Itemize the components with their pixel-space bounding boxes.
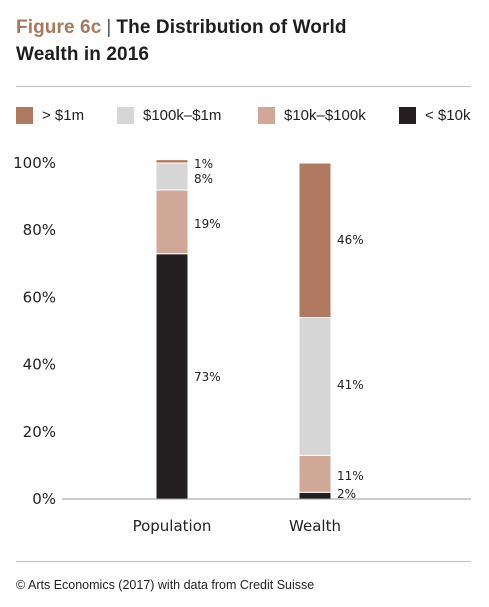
y-tick-label: 100% <box>13 154 56 172</box>
chart-title: Figure 6c | The Distribution of World Weal… <box>16 14 476 68</box>
bar-segment-wealth-1 <box>298 454 332 493</box>
bar-segment-wealth-2 <box>298 317 332 456</box>
y-tick-label: 0% <box>32 490 56 508</box>
bottom-divider <box>16 561 471 562</box>
legend-item-lt-10k: < $10k <box>399 104 470 126</box>
chart-legend: > $1m $100k–$1m $10k–$100k < $10k <box>16 104 476 126</box>
legend-item-10k-100k: $10k–$100k <box>258 104 366 126</box>
figure-label: Figure 6c <box>16 17 102 38</box>
data-label: 46% <box>337 233 364 247</box>
legend-swatch-gt-1m <box>16 106 33 124</box>
title-text-line-2: Wealth in 2016 <box>16 44 150 65</box>
title-separator: | <box>106 17 112 38</box>
legend-swatch-lt-10k <box>399 106 416 124</box>
stacked-bar-chart: 0% 20% 40% 60% 80% 100% 73% 19% 8%1% 2% 11% 41% 46% P… <box>13 154 471 535</box>
legend-label-gt-1m: > $1m <box>42 106 85 124</box>
legend-item-100k-1m: $100k–$1m <box>117 104 221 126</box>
legend-swatch-10k-100k <box>258 106 275 124</box>
y-tick-label: 20% <box>23 423 56 441</box>
data-label: 41% <box>337 378 364 392</box>
y-tick-label: 60% <box>23 288 56 306</box>
title-text-line-1: The Distribution of World <box>116 17 347 38</box>
data-label: 2% <box>337 487 356 501</box>
data-label: 11% <box>337 469 364 483</box>
data-label: 19% <box>194 217 221 231</box>
legend-swatch-100k-1m <box>117 106 134 124</box>
bar-segment-wealth-0 <box>298 491 332 500</box>
source-note: © Arts Economics (2017) with data from C… <box>16 578 315 592</box>
legend-label-lt-10k: < $10k <box>425 106 471 124</box>
legend-label-100k-1m: $100k–$1m <box>143 106 222 124</box>
bar-segment-population-0 <box>155 253 189 500</box>
x-category-label: Wealth <box>289 517 341 535</box>
y-tick-label: 80% <box>23 221 56 239</box>
data-label: 73% <box>194 370 221 384</box>
data-label: 1% <box>194 157 213 171</box>
title-line-1: Figure 6c | The Distribution of World <box>16 14 476 41</box>
bar-segment-population-2 <box>155 162 189 191</box>
bar-segment-population-3 <box>155 159 189 164</box>
legend-label-10k-100k: $10k–$100k <box>284 106 366 124</box>
x-category-label: Population <box>133 517 212 535</box>
data-label: 8% <box>194 172 213 186</box>
bar-segment-population-1 <box>155 189 189 255</box>
legend-item-gt-1m: > $1m <box>16 104 84 126</box>
bar-segment-wealth-3 <box>298 162 332 319</box>
top-divider <box>16 86 471 87</box>
y-tick-label: 40% <box>23 356 56 374</box>
